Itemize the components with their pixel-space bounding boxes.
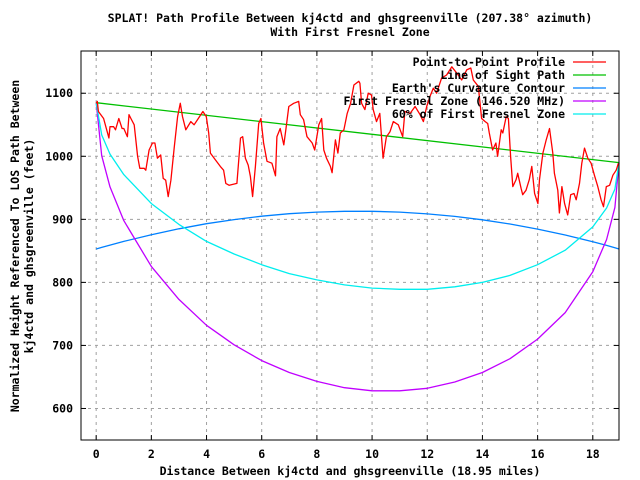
- y-tick-label: 600: [52, 401, 73, 415]
- y-tick-label: 1100: [45, 86, 73, 100]
- y-axis-label-line-1: Normalized Height Referenced To LOS Path…: [8, 80, 22, 412]
- y-tick-label: 1000: [45, 149, 73, 163]
- y-tick-label: 900: [52, 212, 73, 226]
- x-tick-label: 2: [148, 447, 155, 461]
- series-line-line-of-sight-path: [96, 102, 620, 164]
- x-tick-label: 14: [476, 447, 490, 461]
- y-tick-label: 700: [52, 338, 73, 352]
- series-line-60-of-first-fresnel-zone: [95, 102, 620, 290]
- axis-ticks: [81, 51, 619, 440]
- x-tick-label: 0: [93, 447, 100, 461]
- legend-label: Earth's Curvature Contour: [392, 81, 565, 95]
- legend-label: Line of Sight Path: [440, 68, 565, 82]
- x-tick-label: 6: [258, 447, 265, 461]
- chart-subtitle: With First Fresnel Zone: [270, 25, 429, 39]
- series-line-earth-s-curvature-contour: [96, 210, 620, 250]
- tick-labels: 0 2 4 6 8 10 12 14 16 18 600 700 800 900 1000 1100: [45, 86, 599, 461]
- x-tick-label: 10: [365, 447, 379, 461]
- series-layer: [95, 66, 620, 392]
- x-tick-label: 16: [531, 447, 545, 461]
- y-axis-label-line-2: kj4ctd and ghsgreenville (feet): [22, 139, 36, 354]
- legend-label: Point-to-Point Profile: [413, 55, 565, 69]
- x-tick-label: 12: [420, 447, 434, 461]
- x-axis-label: Distance Between kj4ctd and ghsgreenvill…: [160, 464, 541, 478]
- grid: [81, 51, 619, 440]
- legend-label: 60% of First Fresnel Zone: [392, 107, 565, 121]
- x-tick-label: 8: [313, 447, 320, 461]
- chart-title: SPLAT! Path Profile Between kj4ctd and g…: [108, 11, 593, 25]
- series-line-point-to-point-profile: [95, 66, 620, 216]
- plot-border: [80, 50, 620, 441]
- y-tick-label: 800: [52, 275, 73, 289]
- x-tick-label: 18: [586, 447, 600, 461]
- x-tick-label: 4: [203, 447, 210, 461]
- series-line-first-fresnel-zone-146-520-mhz: [95, 102, 620, 392]
- legend-label: First Fresnel Zone (146.520 MHz): [343, 94, 565, 108]
